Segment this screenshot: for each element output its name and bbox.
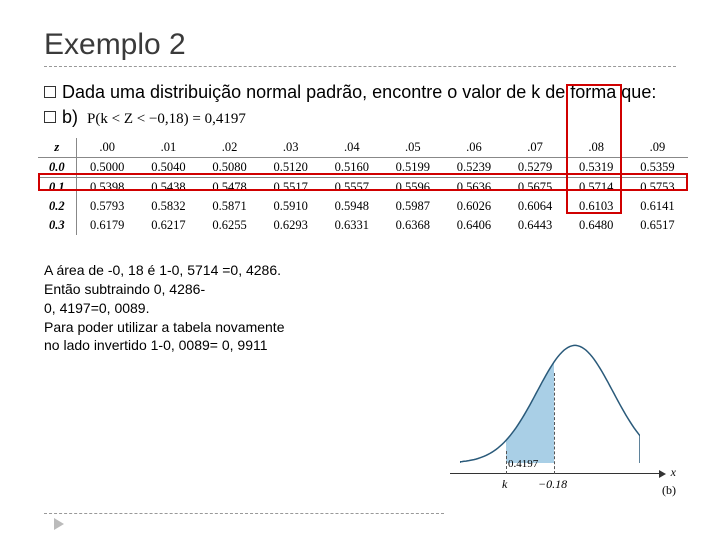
z-cell: 0.6293 <box>260 216 321 235</box>
footer-divider <box>44 513 444 514</box>
z-row-label: 0.2 <box>38 197 76 216</box>
z-cell: 0.5199 <box>382 157 443 177</box>
z-cell: 0.5000 <box>76 157 138 177</box>
col-header: .05 <box>382 138 443 158</box>
z-header: z <box>38 138 76 158</box>
col-header: .04 <box>321 138 382 158</box>
col-header: .07 <box>505 138 566 158</box>
page-title: Exemplo 2 <box>44 28 676 62</box>
shaded-area <box>506 362 554 463</box>
x-axis <box>450 473 660 474</box>
x-axis-label: x <box>671 465 676 480</box>
z-cell: 0.6217 <box>138 216 199 235</box>
z-cell: 0.5359 <box>627 157 688 177</box>
col-header: .02 <box>199 138 260 158</box>
z-cell: 0.6443 <box>505 216 566 235</box>
z-cell: 0.5793 <box>76 197 138 216</box>
minus018-label: −0.18 <box>538 477 567 492</box>
bullet-b-formula: P(k < Z < −0,18) = 0,4197 <box>87 111 246 127</box>
z-cell: 0.6331 <box>321 216 382 235</box>
explanation-text: A área de -0, 18 é 1-0, 5714 =0, 4286.En… <box>44 261 384 355</box>
col-header: .03 <box>260 138 321 158</box>
z-cell: 0.5948 <box>321 197 382 216</box>
z-cell: 0.5398 <box>76 177 138 197</box>
z-cell: 0.6517 <box>627 216 688 235</box>
footer-triangle-icon <box>54 518 64 530</box>
explain-line: Para poder utilizar a tabela novamente <box>44 318 384 337</box>
z-cell: 0.5239 <box>443 157 504 177</box>
z-cell: 0.5557 <box>321 177 382 197</box>
z-cell: 0.6064 <box>505 197 566 216</box>
z-table-wrap: z.00.01.02.03.04.05.06.07.08.09 0.00.500… <box>38 138 688 235</box>
bullet-box-icon <box>44 86 56 98</box>
vline-k <box>506 451 507 474</box>
z-cell: 0.6406 <box>443 216 504 235</box>
bullet-box-icon <box>44 111 56 123</box>
z-cell: 0.5987 <box>382 197 443 216</box>
z-cell: 0.5279 <box>505 157 566 177</box>
normal-curve-svg <box>460 343 640 473</box>
z-row-label: 0.3 <box>38 216 76 235</box>
bullet-b: b) P(k < Z < −0,18) = 0,4197 <box>44 106 676 130</box>
vline-minus018 <box>554 373 555 474</box>
table-row: 0.10.53980.54380.54780.55170.55570.55960… <box>38 177 688 197</box>
z-row-label: 0.1 <box>38 177 76 197</box>
z-cell: 0.6026 <box>443 197 504 216</box>
z-cell: 0.5517 <box>260 177 321 197</box>
z-cell: 0.5910 <box>260 197 321 216</box>
z-cell: 0.5871 <box>199 197 260 216</box>
z-cell: 0.5319 <box>566 157 627 177</box>
z-cell: 0.6480 <box>566 216 627 235</box>
col-header: .01 <box>138 138 199 158</box>
z-cell: 0.6141 <box>627 197 688 216</box>
z-cell: 0.5160 <box>321 157 382 177</box>
col-header: .09 <box>627 138 688 158</box>
z-row-label: 0.0 <box>38 157 76 177</box>
z-cell: 0.5080 <box>199 157 260 177</box>
col-header: .00 <box>76 138 138 158</box>
col-header: .08 <box>566 138 627 158</box>
table-row: 0.00.50000.50400.50800.51200.51600.51990… <box>38 157 688 177</box>
z-cell: 0.5714 <box>566 177 627 197</box>
k-label: k <box>502 477 507 492</box>
z-cell: 0.5120 <box>260 157 321 177</box>
z-cell: 0.5753 <box>627 177 688 197</box>
explain-line: Então subtraindo 0, 4286- <box>44 280 384 299</box>
explain-line: no lado invertido 1-0, 0089= 0, 9911 <box>44 336 384 355</box>
z-cell: 0.6179 <box>76 216 138 235</box>
z-cell: 0.5636 <box>443 177 504 197</box>
z-cell: 0.5596 <box>382 177 443 197</box>
explain-line: A área de -0, 18 é 1-0, 5714 =0, 4286. <box>44 261 384 280</box>
table-row: 0.20.57930.58320.58710.59100.59480.59870… <box>38 197 688 216</box>
explain-line: 0, 4197=0, 0089. <box>44 299 384 318</box>
bullet-main: Dada uma distribuição normal padrão, enc… <box>44 81 676 104</box>
area-label: 0.4197 <box>508 458 538 470</box>
z-cell: 0.5478 <box>199 177 260 197</box>
z-cell: 0.5675 <box>505 177 566 197</box>
table-row: 0.30.61790.62170.62550.62930.63310.63680… <box>38 216 688 235</box>
z-cell: 0.6103 <box>566 197 627 216</box>
z-cell: 0.5832 <box>138 197 199 216</box>
bullet-b-label: b) <box>62 107 78 127</box>
z-cell: 0.5040 <box>138 157 199 177</box>
normal-curve-chart: x k −0.18 0.4197 (b) <box>450 328 680 498</box>
bullet-main-text: Dada uma distribuição normal padrão, enc… <box>62 81 676 104</box>
col-header: .06 <box>443 138 504 158</box>
z-cell: 0.6368 <box>382 216 443 235</box>
z-table: z.00.01.02.03.04.05.06.07.08.09 0.00.500… <box>38 138 688 235</box>
figure-label: (b) <box>662 483 676 498</box>
bullet-b-row: b) P(k < Z < −0,18) = 0,4197 <box>62 106 676 130</box>
z-cell: 0.6255 <box>199 216 260 235</box>
z-cell: 0.5438 <box>138 177 199 197</box>
title-divider <box>44 66 676 67</box>
